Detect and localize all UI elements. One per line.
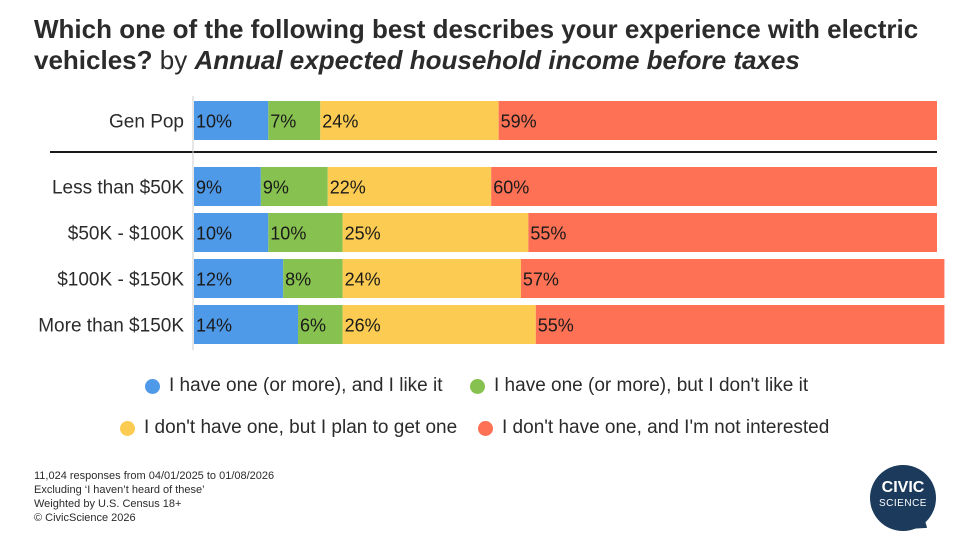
legend-item-like: I have one (or more), and I like it (145, 375, 443, 397)
title-by: by (159, 45, 188, 75)
bar-segment-row-0-series-0 (194, 101, 269, 140)
bar-segment-row-0-series-1 (268, 101, 321, 140)
bar-segment-row-3-series-2 (342, 259, 521, 298)
data-label-row-0-series-3: 59% (501, 112, 537, 132)
chart-title: Which one of the following best describe… (34, 14, 954, 76)
bar-segment-row-2-series-0 (194, 213, 269, 252)
legend-label-not-interested: I don't have one, and I'm not interested (502, 417, 830, 438)
data-label-row-3-series-2: 24% (345, 270, 381, 290)
category-label-row-4: More than $150K (38, 316, 184, 337)
data-label-row-4-series-1: 6% (300, 316, 326, 336)
data-label-row-0-series-1: 7% (270, 112, 296, 132)
legend-label-plan: I don't have one, but I plan to get one (144, 417, 458, 438)
legend-dot-like (145, 378, 160, 394)
data-label-row-4-series-2: 26% (345, 316, 381, 336)
bar-segment-row-4-series-1 (298, 305, 343, 344)
bar-segment-row-0-series-3 (498, 101, 937, 140)
footnote-copyright: © CivicScience 2026 (34, 512, 136, 524)
bar-segment-row-1-series-1 (260, 167, 328, 206)
bar-segment-row-1-series-3 (491, 167, 937, 206)
data-label-row-2-series-0: 10% (196, 224, 232, 244)
bar-segment-row-3-series-1 (283, 259, 343, 298)
bar-segment-row-2-series-1 (268, 213, 343, 252)
footnote-weighted: Weighted by U.S. Census 18+ (34, 498, 182, 510)
logo-line-science: SCIENCE (879, 498, 927, 509)
bar-segment-row-1-series-2 (327, 167, 492, 206)
title-question: Which one of the following best describe… (34, 14, 919, 75)
category-label-row-2: $50K - $100K (68, 224, 185, 245)
bar-segment-row-4-series-2 (342, 305, 536, 344)
logo-speech-tail (914, 515, 932, 535)
legend-label-dislike: I have one (or more), but I don't like i… (494, 375, 809, 396)
footnote-excluding: Excluding ‘I haven’t heard of these’ (34, 484, 205, 496)
data-label-row-3-series-1: 8% (285, 270, 311, 290)
data-label-row-2-series-3: 55% (530, 224, 566, 244)
bar-segment-row-2-series-2 (342, 213, 529, 252)
bar-segment-row-2-series-3 (528, 213, 937, 252)
legend-dot-dislike (470, 378, 485, 394)
data-label-row-4-series-3: 55% (538, 316, 574, 336)
legend-item-dislike: I have one (or more), but I don't like i… (470, 375, 808, 397)
legend-item-not-interested: I don't have one, and I'm not interested (478, 417, 829, 439)
bar-segment-row-1-series-0 (194, 167, 261, 206)
footnotes: 11,024 responses from 04/01/2025 to 01/0… (34, 469, 274, 525)
legend-dot-plan (120, 420, 135, 436)
data-label-row-1-series-2: 22% (330, 178, 366, 198)
data-label-row-0-series-0: 10% (196, 112, 232, 132)
civicscience-logo: CIVIC SCIENCE (870, 465, 936, 535)
data-label-row-3-series-0: 12% (196, 270, 232, 290)
legend-dot-not-interested (478, 420, 493, 436)
data-label-row-2-series-1: 10% (270, 224, 306, 244)
data-label-row-0-series-2: 24% (322, 112, 358, 132)
bar-segment-row-3-series-3 (520, 259, 945, 298)
stacked-bar-chart: Gen Pop 10% 7% 24% 59% Less than $50K 9% 9% 22% 6… (38, 96, 945, 350)
logo-line-civic: CIVIC (881, 479, 925, 496)
bar-segment-row-3-series-0 (194, 259, 284, 298)
title-dimension: Annual expected household income before … (194, 45, 800, 75)
data-label-row-1-series-0: 9% (196, 178, 222, 198)
bar-segment-row-4-series-0 (194, 305, 299, 344)
category-label-row-3: $100K - $150K (57, 270, 184, 291)
footnote-responses: 11,024 responses from 04/01/2025 to 01/0… (34, 470, 275, 482)
bar-segment-row-0-series-2 (320, 101, 499, 140)
bar-segment-row-4-series-3 (535, 305, 945, 344)
data-label-row-2-series-2: 25% (345, 224, 381, 244)
data-label-row-4-series-0: 14% (196, 316, 232, 336)
data-label-row-3-series-3: 57% (523, 270, 559, 290)
data-label-row-1-series-1: 9% (263, 178, 289, 198)
legend-label-like: I have one (or more), and I like it (169, 375, 443, 396)
legend-item-plan: I don't have one, but I plan to get one (120, 417, 457, 439)
data-label-row-1-series-3: 60% (493, 178, 529, 198)
category-label-row-1: Less than $50K (52, 178, 184, 199)
category-label-row-0: Gen Pop (109, 112, 184, 133)
